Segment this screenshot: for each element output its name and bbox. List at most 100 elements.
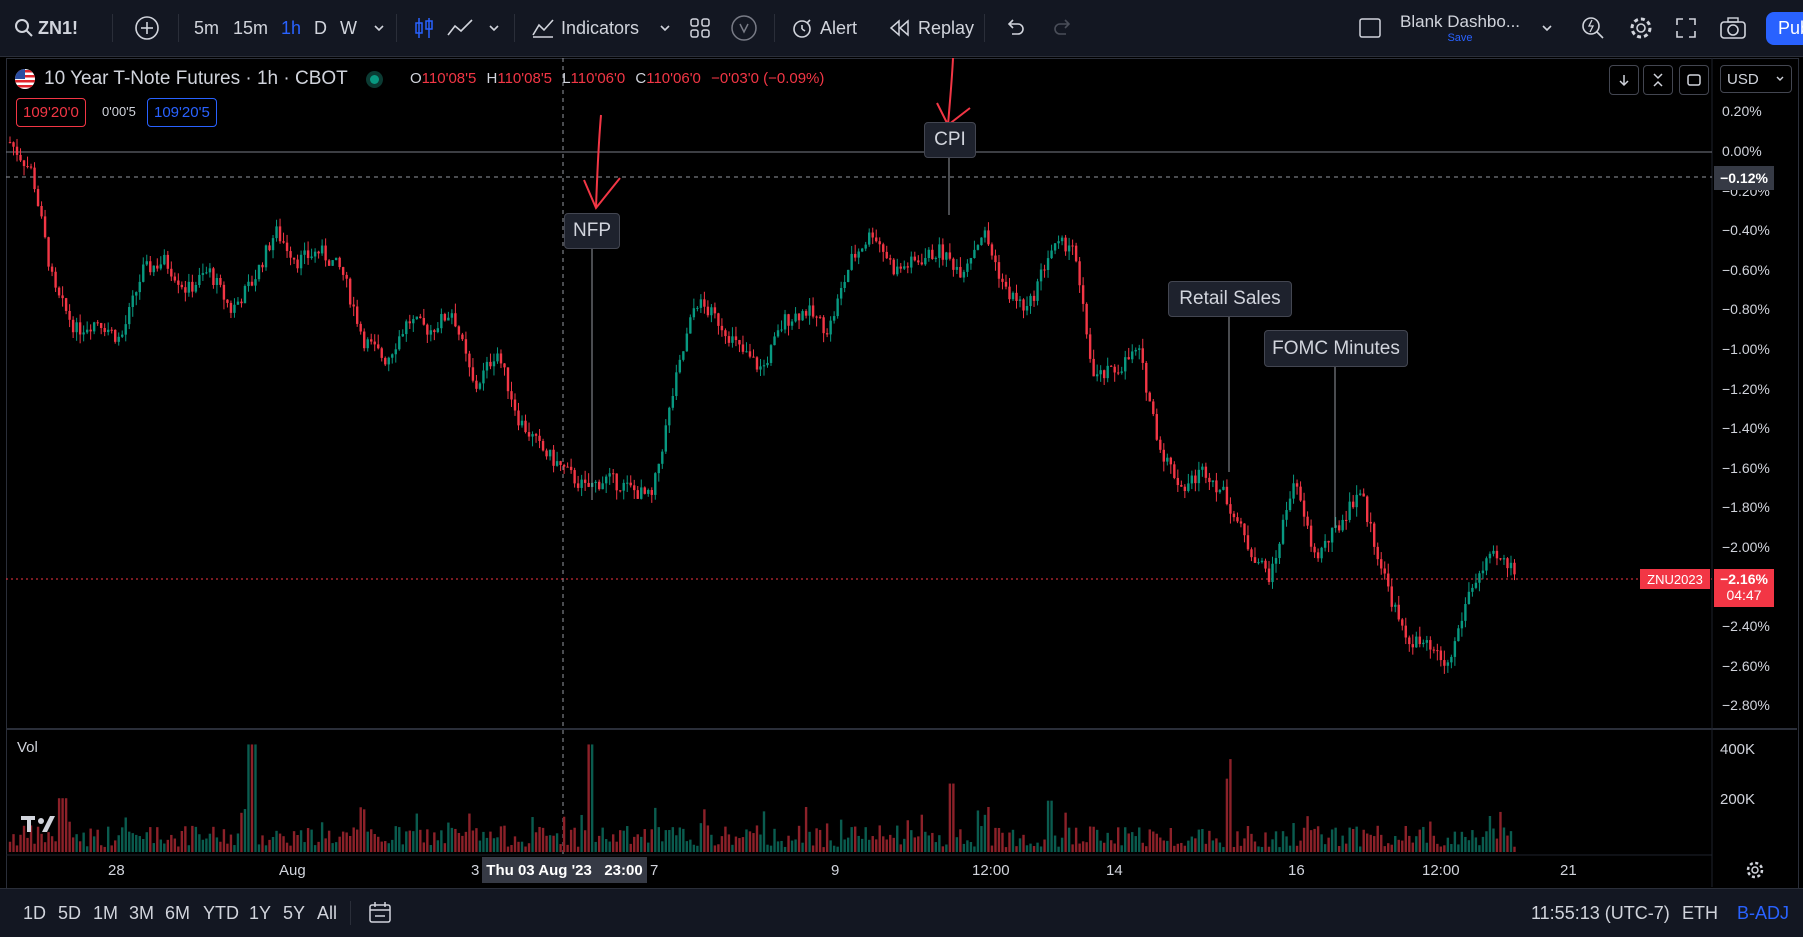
range-3m[interactable]: 3M xyxy=(129,902,155,923)
layout-checkbox[interactable] xyxy=(1358,14,1382,42)
candle-body xyxy=(1366,496,1369,522)
candle-body xyxy=(682,351,685,360)
line-chart-type-button[interactable] xyxy=(446,14,474,42)
candles-chart-type-button[interactable] xyxy=(412,14,436,42)
fullscreen-button[interactable] xyxy=(1675,14,1697,42)
volume-bar xyxy=(250,744,254,852)
range-1d[interactable]: 1D xyxy=(23,902,47,923)
volume-bar xyxy=(215,837,219,852)
volume-bar xyxy=(633,836,636,852)
volume-bar xyxy=(576,846,580,852)
scroll-down-button[interactable] xyxy=(1609,65,1639,95)
interval-1h[interactable]: 1h xyxy=(281,17,302,38)
event-label-fomc-minutes[interactable]: FOMC Minutes xyxy=(1264,330,1408,367)
event-label-nfp[interactable]: NFP xyxy=(564,213,620,249)
candle-body xyxy=(1039,269,1043,282)
alert-button[interactable]: Alert xyxy=(790,14,857,42)
layout-dropdown[interactable] xyxy=(1540,14,1554,42)
candle-body xyxy=(1113,366,1116,373)
maximize-pane-button[interactable] xyxy=(1679,65,1709,95)
candle-body xyxy=(997,262,1001,279)
range-1y[interactable]: 1Y xyxy=(249,902,272,923)
volume-bar xyxy=(731,844,734,852)
candle-body xyxy=(1145,362,1148,393)
interval-15m[interactable]: 15m xyxy=(233,17,269,38)
replay-button[interactable]: Replay xyxy=(888,14,974,42)
range-5d[interactable]: 5D xyxy=(58,902,82,923)
volume-bar xyxy=(1450,844,1453,852)
range-1m[interactable]: 1M xyxy=(93,902,119,923)
candle-body xyxy=(1120,371,1123,373)
sell-price-button[interactable]: 109'20'0 xyxy=(16,98,86,127)
volume-bar xyxy=(187,845,191,852)
volume-bar xyxy=(236,833,240,852)
interval-w[interactable]: W xyxy=(340,17,357,38)
volume-bar xyxy=(745,829,748,852)
layout-name-button[interactable]: Blank Dashbo... Save xyxy=(1400,12,1520,44)
bar-countdown: 04:47 xyxy=(1726,587,1762,603)
interval-dropdown[interactable] xyxy=(372,14,386,42)
currency-select[interactable]: USD xyxy=(1720,65,1792,93)
volume-bar xyxy=(590,744,594,852)
axis-settings-button[interactable] xyxy=(1745,860,1765,885)
redo-button[interactable] xyxy=(1052,14,1074,42)
indicators-button[interactable]: Indicators xyxy=(531,14,639,42)
symbol-search-button[interactable]: ZN1! xyxy=(14,14,78,42)
volume-bar xyxy=(1509,831,1513,852)
collapse-button[interactable] xyxy=(1643,65,1673,95)
chart-type-dropdown[interactable] xyxy=(487,14,501,42)
candle-body xyxy=(201,273,205,275)
candle-body xyxy=(878,241,881,245)
volume-bar xyxy=(1078,843,1081,852)
range-ytd[interactable]: YTD xyxy=(203,902,239,923)
event-label-retail-sales[interactable]: Retail Sales xyxy=(1168,281,1292,317)
clock-timezone-button[interactable]: 11:55:13 (UTC-7) xyxy=(1531,902,1670,923)
templates-button[interactable] xyxy=(689,14,711,42)
candle-body xyxy=(685,333,689,352)
volume-bar xyxy=(243,809,247,852)
settings-button[interactable] xyxy=(1628,14,1654,42)
volume-bar xyxy=(1362,829,1365,852)
volume-bar xyxy=(1190,836,1194,852)
candle-body xyxy=(1295,483,1299,487)
volume-bar xyxy=(433,832,436,852)
range-all[interactable]: All xyxy=(317,902,338,923)
go-to-date-button[interactable] xyxy=(367,901,393,925)
candle-body xyxy=(924,258,927,265)
chart-pane[interactable] xyxy=(6,58,1799,889)
range-6m[interactable]: 6M xyxy=(165,902,191,923)
volume-bar xyxy=(194,826,198,852)
candle-body xyxy=(1239,521,1243,524)
interval-5m[interactable]: 5m xyxy=(194,17,220,38)
undo-button[interactable] xyxy=(1004,14,1026,42)
candle-body xyxy=(1183,486,1187,492)
candle-body xyxy=(910,256,913,268)
compare-symbol-button[interactable] xyxy=(134,14,160,42)
calendar-icon xyxy=(369,902,391,923)
publish-button[interactable]: Pub xyxy=(1766,12,1803,45)
price-axis[interactable]: 0.20% 0.00% −0.20% −0.40% −0.60% −0.80% −1.00%… xyxy=(1712,58,1797,728)
adjustment-button[interactable]: B-ADJ xyxy=(1737,902,1790,923)
chart-legend[interactable]: 10 Year T-Note Futures · 1h · CBOT xyxy=(14,64,379,94)
volume-bar xyxy=(1145,846,1148,852)
buy-price-button[interactable]: 109'20'5 xyxy=(147,98,217,127)
volume-bar xyxy=(787,835,790,852)
event-label-cpi[interactable]: CPI xyxy=(924,122,976,158)
volume-bar xyxy=(1032,846,1036,852)
interval-d[interactable]: D xyxy=(314,17,327,38)
volume-bar xyxy=(317,841,320,852)
range-5y[interactable]: 5Y xyxy=(283,902,306,923)
symbol-title[interactable]: 10 Year T-Note Futures · 1h · CBOT xyxy=(44,68,348,89)
indicators-dropdown[interactable] xyxy=(658,14,672,42)
quick-search-button[interactable] xyxy=(1580,14,1606,42)
candle-body xyxy=(313,251,317,257)
candle-body xyxy=(296,259,299,269)
snapshot-button[interactable] xyxy=(1719,14,1747,42)
session-button[interactable]: ETH xyxy=(1682,902,1718,923)
volume-bar xyxy=(436,840,440,852)
candle-body xyxy=(348,278,352,305)
object-tree-button[interactable] xyxy=(730,14,758,42)
time-axis[interactable]: 28 Aug 3 7 9 12:00 14 16 12:00 21 xyxy=(6,856,1712,886)
candle-body xyxy=(853,253,857,258)
